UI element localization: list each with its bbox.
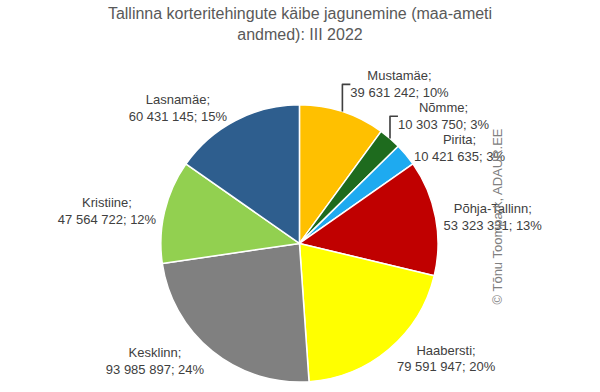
svg-text:Nõmme;10 303 750; 3%: Nõmme;10 303 750; 3% <box>398 100 490 132</box>
svg-text:Mustamäe;39 631 242; 10%: Mustamäe;39 631 242; 10% <box>350 68 449 100</box>
svg-text:Põhja-Tallinn;53 323 331; 13%: Põhja-Tallinn;53 323 331; 13% <box>444 201 543 233</box>
svg-text:Kesklinn;93 985 897; 24%: Kesklinn;93 985 897; 24% <box>106 345 205 377</box>
svg-text:Tallinna korteritehingute käib: Tallinna korteritehingute käibe jagunemi… <box>108 5 492 43</box>
svg-text:© Tõnu Toompark, ADAUR.EE: © Tõnu Toompark, ADAUR.EE <box>490 128 505 304</box>
svg-text:Lasnamäe;60 431 145; 15%: Lasnamäe;60 431 145; 15% <box>129 92 228 124</box>
svg-text:Pirita;10 421 635; 3%: Pirita;10 421 635; 3% <box>414 132 506 164</box>
svg-text:Kristiine;47 564 722; 12%: Kristiine;47 564 722; 12% <box>58 195 157 227</box>
svg-text:Haabersti;79 591 947; 20%: Haabersti;79 591 947; 20% <box>397 343 496 375</box>
